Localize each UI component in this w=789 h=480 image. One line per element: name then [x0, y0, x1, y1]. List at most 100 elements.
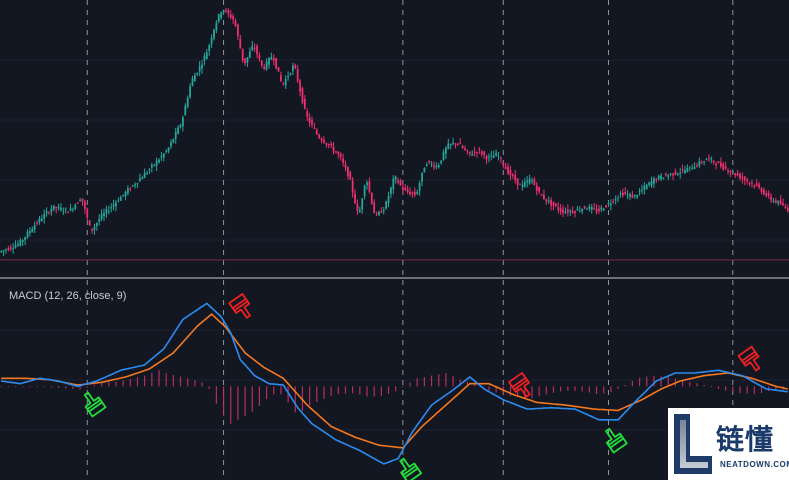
candle-down	[55, 206, 58, 209]
candle-down	[535, 185, 538, 191]
candle-down	[36, 222, 38, 224]
candle-up	[614, 199, 617, 201]
candle-down	[595, 209, 598, 212]
candle-up	[191, 78, 194, 86]
histogram-bar	[158, 370, 160, 387]
histogram-bar	[165, 373, 167, 387]
histogram-bar	[581, 386, 583, 392]
candle-up	[134, 184, 136, 186]
histogram-bar	[230, 386, 232, 424]
candle-down	[743, 176, 746, 180]
histogram-bar	[660, 376, 662, 387]
histogram-bar	[337, 386, 339, 395]
candle-up	[492, 155, 495, 159]
candle-up	[112, 204, 115, 207]
histogram-bar	[29, 386, 31, 388]
histogram-bar	[710, 386, 712, 388]
candle-down	[483, 151, 486, 155]
candle-down	[280, 75, 282, 82]
candle-down	[335, 151, 337, 153]
candle-up	[289, 73, 292, 75]
candle-up	[146, 172, 148, 174]
histogram-bar	[459, 379, 461, 387]
candle-down	[767, 192, 770, 196]
logo-mark-icon	[674, 414, 712, 474]
candle-up	[698, 161, 701, 166]
candle-down	[511, 174, 514, 176]
candle-down	[433, 165, 435, 168]
histogram-bar	[93, 384, 96, 387]
candle-up	[703, 161, 706, 163]
histogram-bar	[617, 386, 619, 390]
buy-signal-hand-icon	[83, 391, 107, 418]
candle-up	[660, 175, 662, 180]
histogram-bar	[115, 381, 117, 387]
candle-up	[186, 97, 189, 107]
candle-up	[772, 200, 775, 202]
histogram-bar	[423, 376, 425, 387]
candle-down	[48, 212, 50, 214]
candle-up	[174, 131, 177, 139]
candle-up	[115, 202, 117, 207]
histogram-bar	[50, 386, 53, 388]
histogram-bar	[509, 386, 512, 396]
candle-down	[552, 201, 555, 206]
candle-up	[193, 75, 196, 82]
candle-down	[631, 194, 634, 198]
candle-up	[38, 218, 41, 223]
candle-down	[229, 14, 232, 18]
histogram-bar	[488, 386, 490, 391]
candle-down	[282, 82, 285, 84]
candle-down	[86, 208, 89, 218]
candle-up	[246, 57, 249, 63]
histogram-bar	[588, 386, 590, 393]
candle-down	[782, 203, 784, 205]
candle-down	[459, 143, 462, 145]
histogram-bar	[36, 386, 38, 388]
candle-up	[437, 165, 440, 168]
candle-up	[40, 218, 43, 221]
candle-down	[550, 199, 553, 206]
candle-up	[430, 163, 433, 165]
candle-down	[239, 38, 242, 49]
candle-up	[14, 245, 17, 248]
histogram-bar	[545, 386, 547, 395]
candle-up	[5, 249, 7, 251]
candle-up	[69, 208, 72, 211]
candle-up	[21, 240, 24, 242]
histogram-bar	[7, 386, 9, 388]
candle-up	[172, 138, 175, 143]
candle-down	[748, 182, 751, 184]
histogram-bar	[258, 386, 261, 406]
candle-up	[184, 106, 187, 116]
histogram-bar	[395, 386, 397, 392]
candle-up	[205, 52, 208, 59]
histogram-bar	[380, 386, 382, 396]
candle-down	[325, 143, 328, 145]
candle-up	[138, 178, 141, 182]
histogram-bar	[172, 375, 174, 387]
histogram-bar	[387, 386, 390, 394]
candle-up	[210, 38, 213, 45]
candle-down	[311, 120, 313, 125]
candle-down	[507, 166, 509, 174]
candle-up	[653, 178, 655, 184]
candle-up	[198, 66, 201, 72]
candle-up	[17, 243, 19, 246]
candle-down	[263, 66, 266, 70]
candle-down	[774, 200, 777, 203]
candle-up	[136, 183, 139, 185]
candle-up	[449, 143, 452, 145]
candle-up	[179, 124, 182, 128]
candle-up	[423, 167, 426, 173]
candle-down	[456, 143, 459, 145]
candle-up	[148, 169, 151, 171]
candle-up	[215, 22, 218, 31]
histogram-bar	[136, 377, 139, 387]
candle-down	[727, 170, 729, 172]
candle-up	[578, 210, 581, 212]
candle-down	[406, 189, 409, 193]
histogram-bar	[144, 375, 146, 387]
